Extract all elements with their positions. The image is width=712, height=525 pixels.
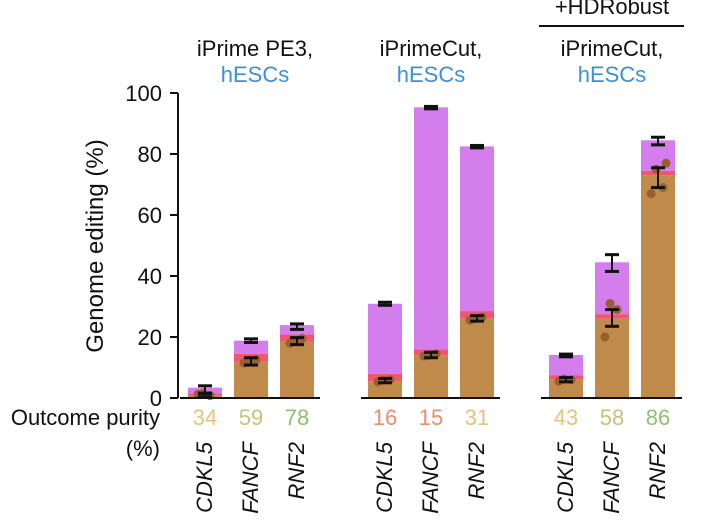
bar-rnf2-group-3 (641, 135, 675, 398)
error-bar (605, 253, 619, 273)
group-header: +HDRobust (555, 0, 669, 19)
error-bar (290, 322, 304, 331)
bar-cdkl5-group-2 (368, 300, 402, 398)
gene-label: CDKL5 (192, 441, 217, 513)
bar-segment-other (368, 303, 402, 374)
bar-segment-precise (460, 318, 494, 398)
y-axis: Genome editing (%) (82, 93, 179, 398)
purity-value: 43 (554, 405, 578, 430)
group-title: iPrimeCut, (380, 36, 483, 61)
gene-labels: CDKL5 FANCF RNF2 CDKL5 FANCF RNF2 CDKL5 FANCF RN… (192, 440, 670, 513)
purity-value: 31 (465, 405, 489, 430)
error-bar (651, 135, 665, 147)
gene-label: RNF2 (645, 442, 670, 499)
gene-label: FANCF (418, 440, 443, 513)
error-bar (559, 376, 573, 384)
y-tick-label: 80 (138, 142, 162, 167)
group-title: iPrime PE3, (197, 36, 313, 61)
y-axis-title: Genome editing (%) (82, 139, 109, 352)
bar-segment-precise (595, 318, 629, 398)
purity-value: 16 (373, 405, 397, 430)
group-subtitle: hESCs (578, 62, 646, 87)
bar-segment-precise (641, 175, 675, 398)
replicate-dot (651, 164, 661, 174)
y-ticks: 0 20 40 60 80 100 (125, 81, 178, 411)
bar-segment-other (234, 340, 268, 354)
purity-row-unit: (%) (126, 436, 160, 461)
gene-label: CDKL5 (553, 441, 578, 513)
y-tick-label: 0 (150, 386, 162, 411)
bars (188, 104, 675, 401)
bar-rnf2-group-2 (460, 143, 494, 398)
bar-segment-other (414, 107, 448, 350)
bar-segment-other (549, 354, 583, 376)
purity-row-label: Outcome purity (11, 405, 160, 430)
group-title: iPrimeCut, (561, 36, 664, 61)
error-bar (470, 143, 484, 150)
y-tick-label: 60 (138, 203, 162, 228)
bar-cdkl5-group-3 (549, 352, 583, 398)
gene-label: CDKL5 (372, 441, 397, 513)
error-bar (290, 336, 304, 347)
purity-value: 15 (419, 405, 443, 430)
bar-segment-precise (234, 361, 268, 398)
purity-value: 34 (193, 405, 217, 430)
bar-segment-other (460, 146, 494, 312)
error-bar (605, 308, 619, 328)
error-bar (424, 350, 438, 360)
bar-fancf-group-3 (595, 253, 629, 398)
purity-value: 58 (600, 405, 624, 430)
error-bar (651, 166, 665, 190)
purity-value: 78 (285, 405, 309, 430)
group-subtitle: hESCs (221, 62, 289, 87)
bar-fancf-group-2 (414, 104, 448, 398)
y-tick-label: 100 (125, 81, 162, 106)
gene-label: RNF2 (284, 442, 309, 499)
error-bar (244, 356, 258, 367)
error-bar (378, 300, 392, 307)
error-bar (424, 104, 438, 111)
replicate-dot (605, 298, 615, 308)
replicate-dot (600, 332, 610, 342)
purity-value: 86 (646, 405, 670, 430)
group-subtitle: hESCs (397, 62, 465, 87)
error-bar (378, 376, 392, 385)
y-tick-label: 40 (138, 264, 162, 289)
gene-label: FANCF (599, 440, 624, 513)
replicate-dot (661, 158, 671, 168)
gene-label: FANCF (238, 440, 263, 513)
outcome-purity-row: Outcome purity (%) 34 59 78 16 15 31 43 58 86 (11, 405, 670, 461)
error-bar (470, 314, 484, 323)
gene-label: RNF2 (464, 442, 489, 499)
error-bar (244, 337, 258, 344)
bar-fancf-group-1 (234, 337, 268, 398)
error-bar (198, 384, 212, 395)
purity-value: 59 (239, 405, 263, 430)
bar-segment-precise (280, 341, 314, 398)
y-tick-label: 20 (138, 325, 162, 350)
group-headers: iPrime PE3,hESCsiPrimeCut,hESCs+HDRobust… (197, 0, 684, 87)
bar-segment-precise (414, 355, 448, 398)
replicate-dot (646, 189, 656, 199)
error-bar (559, 352, 573, 359)
bar-rnf2-group-1 (280, 322, 314, 398)
